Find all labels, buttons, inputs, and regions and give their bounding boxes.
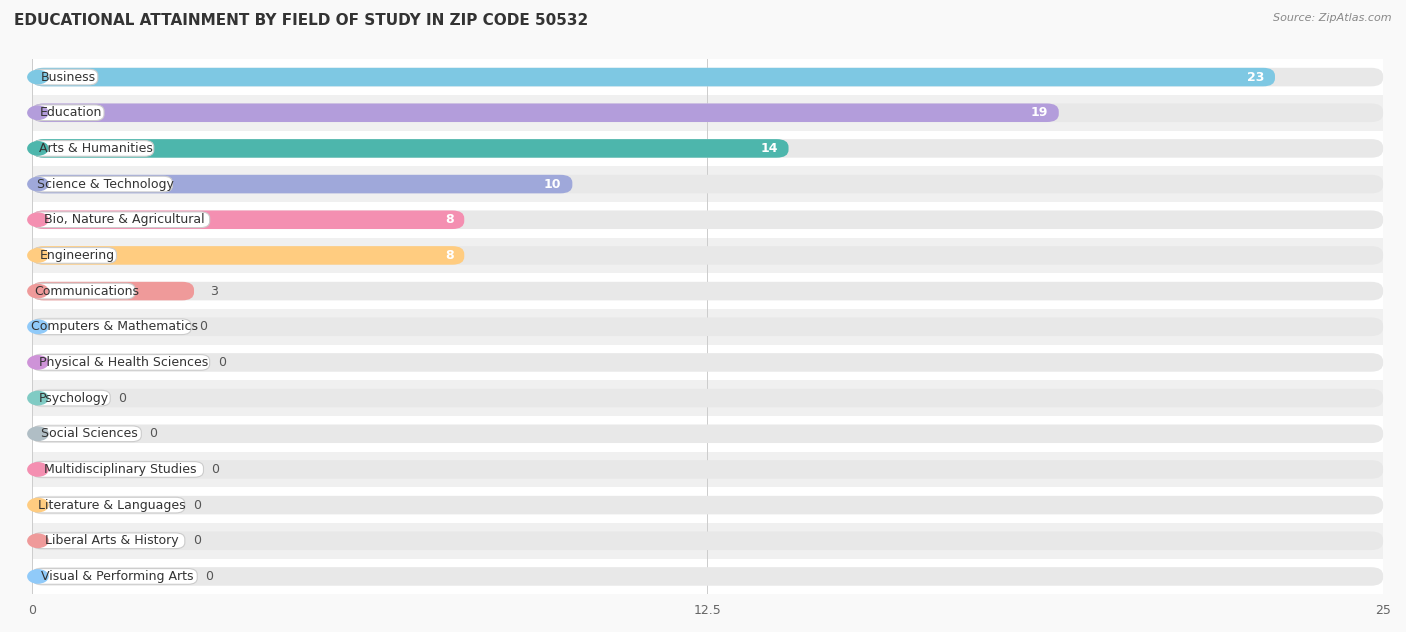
FancyBboxPatch shape [32, 425, 1384, 443]
Text: 0: 0 [193, 534, 201, 547]
Text: Science & Technology: Science & Technology [37, 178, 173, 191]
FancyBboxPatch shape [32, 210, 1384, 229]
Text: Multidisciplinary Studies: Multidisciplinary Studies [45, 463, 197, 476]
FancyBboxPatch shape [32, 533, 184, 549]
Text: 23: 23 [1247, 71, 1264, 83]
Text: EDUCATIONAL ATTAINMENT BY FIELD OF STUDY IN ZIP CODE 50532: EDUCATIONAL ATTAINMENT BY FIELD OF STUDY… [14, 13, 588, 28]
Bar [32, 238, 1384, 273]
FancyBboxPatch shape [32, 246, 1384, 265]
Bar [32, 309, 1384, 344]
Text: Education: Education [39, 106, 103, 119]
FancyBboxPatch shape [32, 140, 153, 156]
Bar [32, 559, 1384, 594]
Text: 0: 0 [205, 570, 214, 583]
FancyBboxPatch shape [32, 569, 197, 585]
Text: Literature & Languages: Literature & Languages [38, 499, 186, 512]
FancyBboxPatch shape [32, 317, 1384, 336]
FancyBboxPatch shape [32, 246, 464, 265]
Text: Business: Business [41, 71, 96, 83]
Text: 0: 0 [193, 499, 201, 512]
FancyBboxPatch shape [32, 460, 1384, 478]
Text: Psychology: Psychology [39, 392, 110, 404]
Bar [32, 202, 1384, 238]
Bar [32, 131, 1384, 166]
Text: Bio, Nature & Agricultural: Bio, Nature & Agricultural [44, 213, 204, 226]
Circle shape [28, 320, 48, 334]
FancyBboxPatch shape [32, 461, 204, 477]
Text: Arts & Humanities: Arts & Humanities [39, 142, 153, 155]
FancyBboxPatch shape [32, 105, 104, 121]
Bar [32, 380, 1384, 416]
Circle shape [28, 356, 48, 369]
Text: 0: 0 [118, 392, 127, 404]
FancyBboxPatch shape [32, 139, 1384, 158]
Circle shape [28, 499, 48, 512]
Text: 8: 8 [444, 213, 454, 226]
Circle shape [28, 106, 48, 119]
Text: 0: 0 [211, 463, 219, 476]
Text: 14: 14 [761, 142, 778, 155]
Text: Source: ZipAtlas.com: Source: ZipAtlas.com [1274, 13, 1392, 23]
Circle shape [28, 570, 48, 583]
FancyBboxPatch shape [32, 175, 1384, 193]
FancyBboxPatch shape [32, 248, 117, 264]
FancyBboxPatch shape [32, 212, 209, 228]
FancyBboxPatch shape [32, 283, 135, 299]
Circle shape [28, 391, 48, 404]
FancyBboxPatch shape [32, 532, 1384, 550]
Text: 0: 0 [200, 320, 207, 333]
Text: 8: 8 [444, 249, 454, 262]
Bar [32, 487, 1384, 523]
Circle shape [28, 213, 48, 226]
FancyBboxPatch shape [32, 496, 1384, 514]
Text: Engineering: Engineering [39, 249, 115, 262]
FancyBboxPatch shape [32, 176, 173, 192]
Circle shape [28, 534, 48, 547]
FancyBboxPatch shape [32, 70, 98, 85]
Bar [32, 523, 1384, 559]
FancyBboxPatch shape [32, 567, 1384, 586]
FancyBboxPatch shape [32, 319, 191, 334]
Text: Visual & Performing Arts: Visual & Performing Arts [41, 570, 194, 583]
Text: 0: 0 [149, 427, 157, 441]
Bar [32, 59, 1384, 95]
FancyBboxPatch shape [32, 497, 184, 513]
FancyBboxPatch shape [32, 104, 1059, 122]
Text: Social Sciences: Social Sciences [41, 427, 138, 441]
Bar [32, 273, 1384, 309]
Bar [32, 416, 1384, 452]
Text: Physical & Health Sciences: Physical & Health Sciences [39, 356, 208, 369]
FancyBboxPatch shape [32, 353, 1384, 372]
FancyBboxPatch shape [32, 104, 1384, 122]
Text: 10: 10 [544, 178, 561, 191]
Bar [32, 166, 1384, 202]
FancyBboxPatch shape [32, 390, 110, 406]
FancyBboxPatch shape [32, 210, 464, 229]
FancyBboxPatch shape [32, 426, 142, 442]
FancyBboxPatch shape [32, 282, 194, 300]
Bar [32, 95, 1384, 131]
Circle shape [28, 463, 48, 476]
Text: Communications: Communications [34, 284, 139, 298]
FancyBboxPatch shape [32, 68, 1384, 87]
Circle shape [28, 249, 48, 262]
Circle shape [28, 427, 48, 441]
Circle shape [28, 284, 48, 298]
FancyBboxPatch shape [32, 355, 209, 370]
Text: 0: 0 [218, 356, 226, 369]
FancyBboxPatch shape [32, 139, 789, 158]
Bar [32, 344, 1384, 380]
Text: 3: 3 [211, 284, 218, 298]
FancyBboxPatch shape [32, 389, 1384, 408]
Circle shape [28, 70, 48, 84]
Circle shape [28, 142, 48, 155]
FancyBboxPatch shape [32, 282, 1384, 300]
Text: Liberal Arts & History: Liberal Arts & History [45, 534, 179, 547]
Text: Computers & Mathematics: Computers & Mathematics [31, 320, 198, 333]
Text: 19: 19 [1031, 106, 1047, 119]
FancyBboxPatch shape [32, 175, 572, 193]
FancyBboxPatch shape [32, 68, 1275, 87]
Bar [32, 452, 1384, 487]
Circle shape [28, 178, 48, 191]
